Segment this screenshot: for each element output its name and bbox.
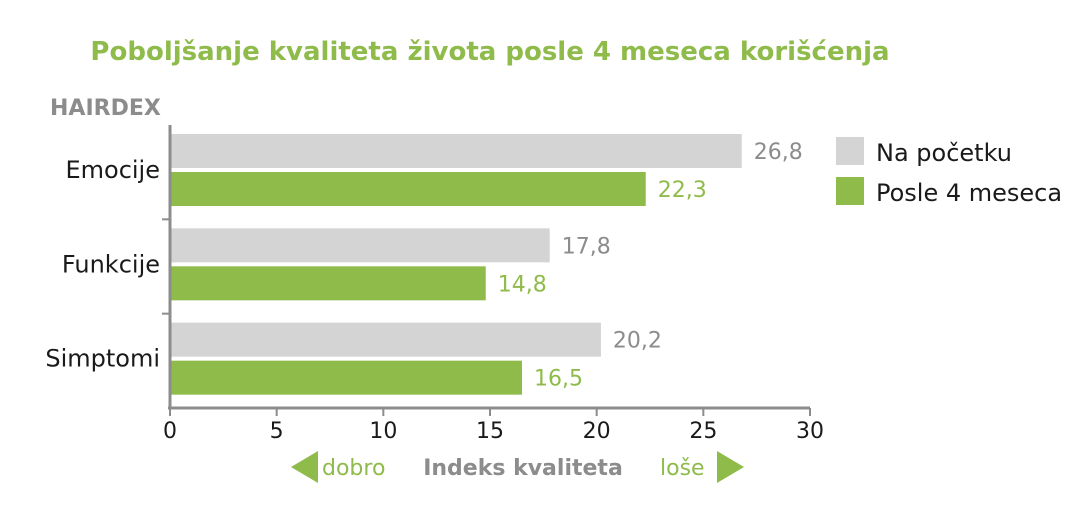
arrow-left-icon xyxy=(291,451,318,483)
bar-emocije-before xyxy=(170,134,742,168)
x-tick-label: 0 xyxy=(163,419,177,444)
chart-title: Poboljšanje kvaliteta života posle 4 mes… xyxy=(90,37,889,67)
value-label: 16,5 xyxy=(534,367,583,392)
bar-funkcije-after xyxy=(170,266,486,301)
legend-swatch-before xyxy=(836,137,864,165)
category-label: Simptomi xyxy=(45,345,160,373)
y-axis-heading: HAIRDEX xyxy=(50,96,161,121)
direction-right-label: loše xyxy=(660,456,705,481)
category-label: Emocije xyxy=(65,156,160,184)
value-label: 26,8 xyxy=(754,140,803,165)
legend-label: Na početku xyxy=(876,139,1012,167)
bar-simptomi-after xyxy=(170,360,522,395)
bar-simptomi-before xyxy=(170,322,601,357)
legend: Na početku Posle 4 meseca xyxy=(836,137,1062,207)
value-label: 17,8 xyxy=(562,234,611,259)
x-tick-label: 25 xyxy=(689,419,717,444)
x-axis-label: Indeks kvaliteta xyxy=(423,456,623,481)
legend-swatch-after xyxy=(836,177,864,205)
value-label: 20,2 xyxy=(613,329,662,354)
direction-left-label: dobro xyxy=(322,456,385,481)
legend-label: Posle 4 meseca xyxy=(876,179,1062,207)
axes xyxy=(162,125,811,416)
x-tick-label: 5 xyxy=(270,419,284,444)
x-tick-label: 10 xyxy=(369,419,397,444)
value-label: 14,8 xyxy=(498,272,547,297)
category-label: Funkcije xyxy=(62,250,160,278)
bar-funkcije-before xyxy=(170,228,550,263)
x-tick-labels: 0 5 10 15 20 25 30 xyxy=(163,419,824,444)
bar-group: 26,8 22,3 17,8 14,8 20,2 16,5 xyxy=(170,134,803,395)
category-labels: Emocije Funkcije Simptomi xyxy=(45,156,160,373)
arrow-right-icon xyxy=(717,451,744,483)
value-label: 22,3 xyxy=(658,178,707,203)
quality-direction-scale: dobro Indeks kvaliteta loše xyxy=(291,451,744,483)
bar-emocije-after xyxy=(170,172,646,206)
x-tick-label: 30 xyxy=(796,419,824,444)
x-tick-label: 20 xyxy=(583,419,611,444)
x-tick-label: 15 xyxy=(476,419,504,444)
